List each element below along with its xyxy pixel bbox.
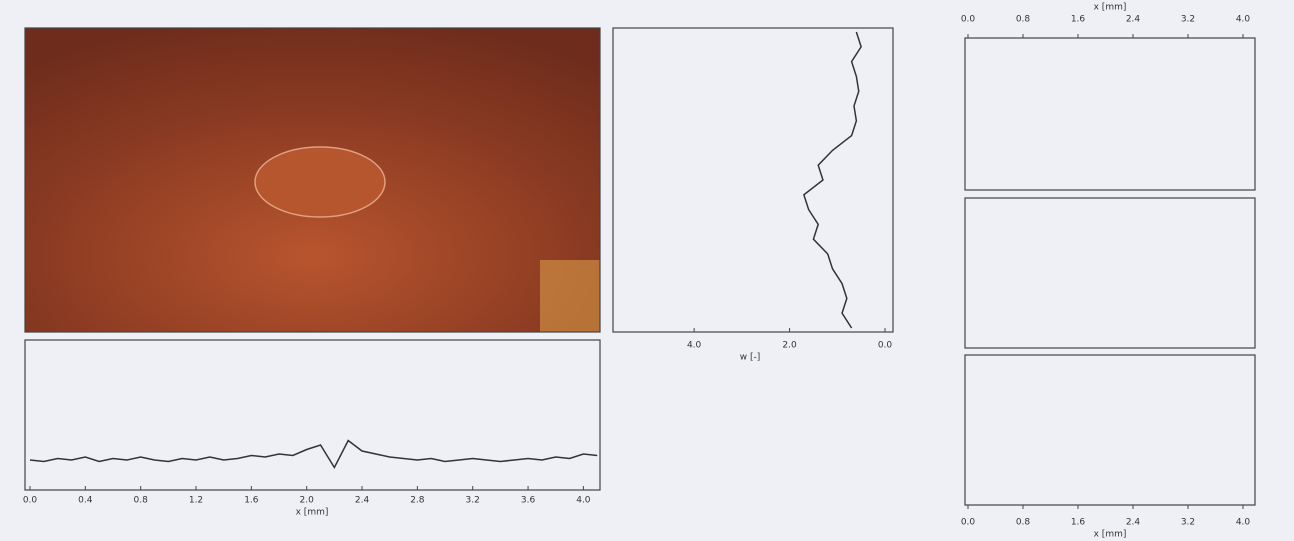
x-tick-label: 1.2 xyxy=(189,496,203,506)
x-tick-label: 3.6 xyxy=(521,496,536,506)
heatmap-corner xyxy=(540,260,600,332)
x-axis-label: x [mm] xyxy=(1094,530,1127,540)
x-tick-label: 0.4 xyxy=(78,496,93,506)
x-tick-label: 4.0 xyxy=(576,496,591,506)
x-tick-label: 0.8 xyxy=(1016,15,1031,25)
x-tick-label: 3.2 xyxy=(1181,15,1195,25)
x-tick-label: 4.0 xyxy=(1236,15,1251,25)
x-tick-label: 0.0 xyxy=(878,341,893,351)
heatmap xyxy=(965,38,1255,190)
x-axis-label: x [mm] xyxy=(296,508,329,518)
x-tick-label: 1.6 xyxy=(244,496,259,506)
x-tick-label: 0.0 xyxy=(961,518,976,528)
x-tick-label: 3.2 xyxy=(466,496,480,506)
heatmap xyxy=(965,355,1255,505)
x-tick-label: 4.0 xyxy=(687,341,702,351)
profile-line xyxy=(804,32,861,328)
x-tick-label: 1.6 xyxy=(1071,518,1086,528)
frame xyxy=(25,340,600,490)
x-tick-label: 0.0 xyxy=(23,496,38,506)
x-tick-label: 2.0 xyxy=(782,341,797,351)
x-tick-label: 1.6 xyxy=(1071,15,1086,25)
x-tick-label: 2.4 xyxy=(1126,15,1141,25)
frame xyxy=(613,28,893,332)
x-tick-label: 0.0 xyxy=(961,15,976,25)
x-axis-label: x [mm] xyxy=(1094,3,1127,13)
x-axis-label: w [-] xyxy=(740,353,761,363)
x-tick-label: 0.8 xyxy=(134,496,149,506)
x-tick-label: 2.8 xyxy=(410,496,425,506)
x-tick-label: 2.4 xyxy=(1126,518,1141,528)
profile-line xyxy=(30,441,597,468)
x-tick-label: 3.2 xyxy=(1181,518,1195,528)
x-tick-label: 2.0 xyxy=(300,496,315,506)
x-tick-label: 4.0 xyxy=(1236,518,1251,528)
x-tick-label: 2.4 xyxy=(355,496,370,506)
x-tick-label: 0.8 xyxy=(1016,518,1031,528)
region-ellipse xyxy=(255,147,385,217)
heatmap xyxy=(965,198,1255,348)
figure: x [mm] w [-] x [mm] x [mm] 0.0 0.4 0.8 1.2 1… xyxy=(0,0,1294,541)
